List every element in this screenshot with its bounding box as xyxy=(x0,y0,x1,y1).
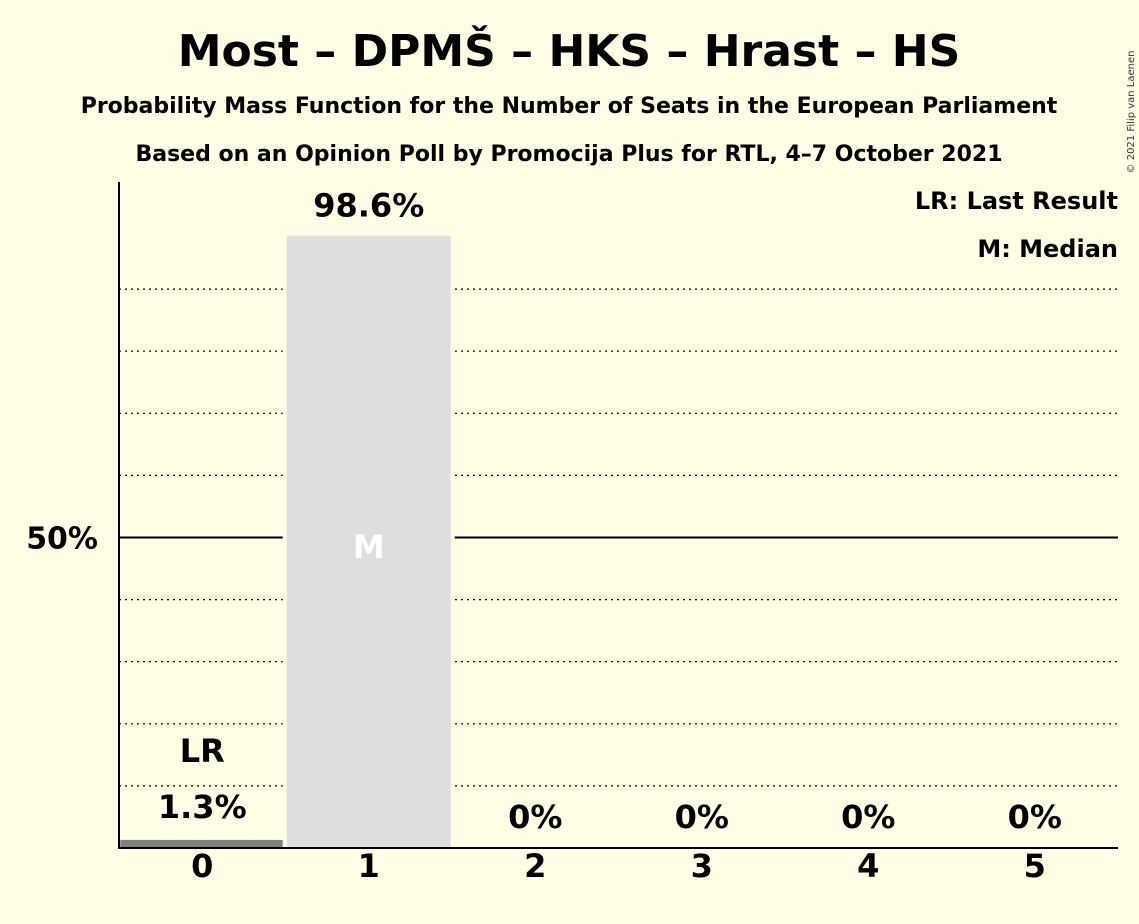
last-result-marker: LR xyxy=(180,732,225,770)
value-label-0: 1.3% xyxy=(158,788,247,826)
bar-1 xyxy=(286,235,451,849)
legend-median: M: Median xyxy=(977,235,1118,263)
x-tick-label-1: 1 xyxy=(358,847,380,885)
value-label-1: 98.6% xyxy=(313,187,424,225)
value-label-4: 0% xyxy=(841,798,895,836)
legend-last-result: LR: Last Result xyxy=(915,187,1118,215)
chart-subtitle: Probability Mass Function for the Number… xyxy=(81,94,1058,119)
median-marker: M xyxy=(353,528,385,566)
y-tick-labels: 50% xyxy=(26,522,98,557)
x-tick-label-4: 4 xyxy=(857,847,879,885)
gridlines xyxy=(119,288,1118,787)
x-tick-label-2: 2 xyxy=(524,847,546,885)
x-tick-label-5: 5 xyxy=(1024,847,1046,885)
bar-0 xyxy=(120,839,285,848)
x-tick-label-3: 3 xyxy=(691,847,713,885)
chart-source-line: Based on an Opinion Poll by Promocija Pl… xyxy=(135,142,1002,167)
x-tick-labels: 0 1 2 3 4 5 xyxy=(191,847,1046,885)
y-tick-label: 50% xyxy=(26,522,98,557)
value-label-3: 0% xyxy=(675,798,729,836)
bars xyxy=(120,235,455,849)
x-tick-label-0: 0 xyxy=(191,847,213,885)
copyright-notice: © 2021 Filip van Laenen xyxy=(1126,51,1137,174)
value-label-2: 0% xyxy=(508,798,562,836)
value-labels: LR 1.3% 98.6% M 0% 0% 0% 0% xyxy=(158,187,1062,836)
chart-title: Most – DPMŠ – HKS – Hrast – HS xyxy=(178,24,961,77)
value-label-5: 0% xyxy=(1008,798,1062,836)
